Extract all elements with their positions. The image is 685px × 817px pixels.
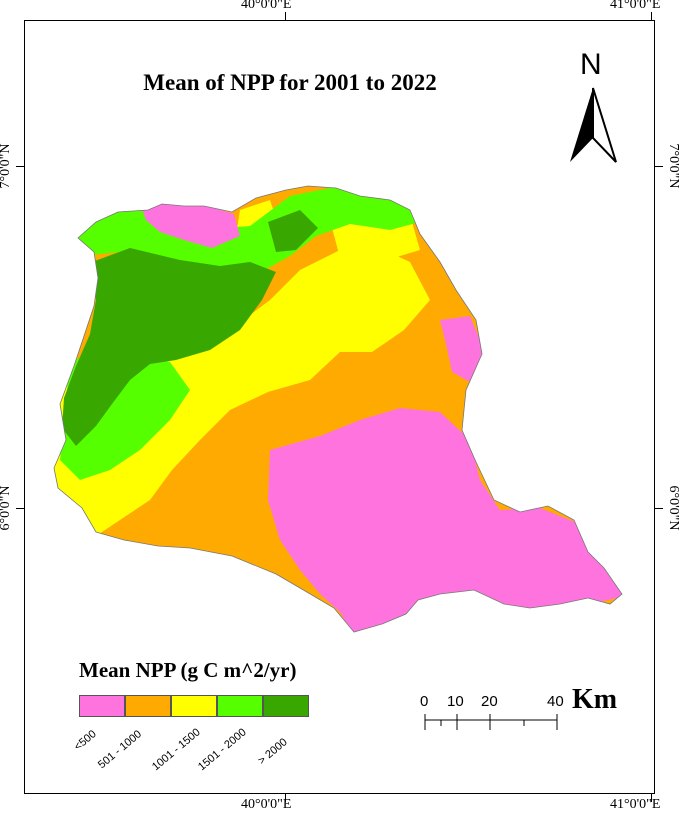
scale-label-20: 20	[481, 693, 498, 710]
bottom-lon-label-2: 41°0'0"E	[610, 797, 661, 812]
scale-label-10: 10	[447, 693, 464, 710]
top-lon-label-2: 41°0'0"E	[610, 0, 661, 12]
tick-right-2	[655, 508, 663, 509]
class-gt-2000	[62, 248, 276, 446]
tick-left-1	[16, 166, 24, 167]
scale-bar	[424, 714, 558, 730]
legend-swatch-1001-1500	[171, 695, 217, 717]
tick-left-2	[16, 508, 24, 509]
tick-bottom-1	[285, 794, 286, 802]
basin-outline	[53, 185, 623, 633]
legend-swatch-lt-500	[79, 695, 125, 717]
class-gt-2000-b	[268, 210, 318, 252]
top-lon-label-1: 40°0'0"E	[241, 0, 292, 12]
north-label: N	[580, 48, 602, 81]
scale-unit: Km	[572, 684, 618, 715]
scale-label-40: 40	[547, 693, 564, 710]
class-lt-500-c	[440, 316, 484, 382]
legend-title: Mean NPP (g C m^2/yr)	[79, 658, 297, 682]
class-lt-500	[268, 408, 622, 632]
map-title: Mean of NPP for 2001 to 2022	[143, 70, 437, 95]
class-1001-1500	[54, 248, 430, 540]
scale-label-0: 0	[420, 693, 429, 710]
north-arrow-icon	[570, 87, 617, 163]
legend-swatch-501-1000	[125, 695, 171, 717]
legend-swatch-1501-2000	[217, 695, 263, 717]
tick-right-1	[655, 166, 663, 167]
tick-top-2	[651, 12, 652, 20]
bottom-lon-label-1: 40°0'0"E	[241, 797, 292, 812]
legend-swatch-gt-2000	[263, 695, 309, 717]
tick-bottom-2	[651, 794, 652, 802]
legend-swatches	[79, 695, 309, 717]
map-frame	[24, 20, 655, 794]
tick-top-1	[285, 12, 286, 20]
class-lt-500-b	[140, 204, 240, 248]
